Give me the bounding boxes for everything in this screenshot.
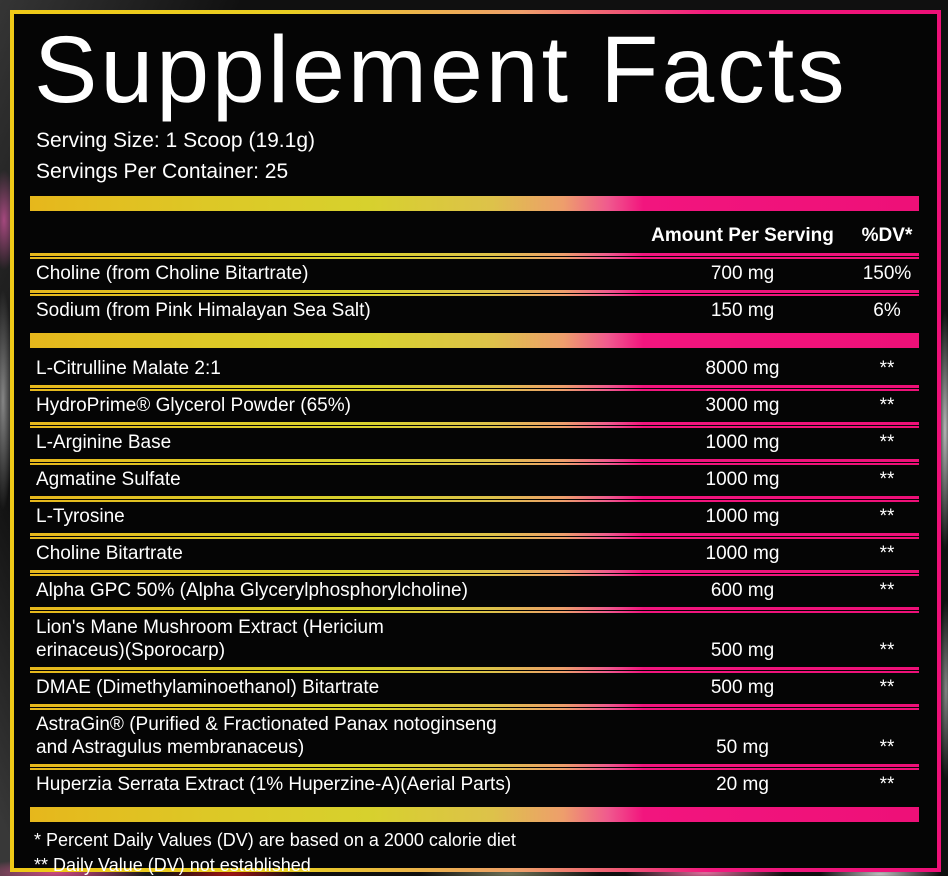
- nutrient-amount: 1000 mg: [705, 431, 780, 453]
- nutrient-amount: 600 mg: [710, 579, 775, 601]
- nutrient-row: Alpha GPC 50% (Alpha Glycerylphosphorylc…: [30, 576, 919, 607]
- nutrient-name: Alpha GPC 50% (Alpha Glycerylphosphorylc…: [36, 579, 468, 601]
- nutrient-name: Huperzia Serrata Extract (1% Huperzine-A…: [36, 773, 512, 795]
- nutrient-dv: **: [879, 468, 895, 490]
- nutrient-name: Lion's Mane Mushroom Extract (Hericium e…: [36, 616, 384, 661]
- nutrient-row: Choline (from Choline Bitartrate) 700 mg…: [30, 259, 919, 290]
- nutrient-name: Sodium (from Pink Himalayan Sea Salt): [36, 299, 371, 321]
- row-divider: [30, 495, 919, 502]
- serving-size-text: Serving Size: 1 Scoop (19.1g): [36, 128, 315, 152]
- nutrient-row: DMAE (Dimethylaminoethanol) Bitartrate 5…: [30, 673, 919, 704]
- row-divider: [30, 666, 919, 673]
- row-divider: [30, 703, 919, 710]
- nutrient-dv: **: [879, 431, 895, 453]
- nutrient-name: HydroPrime® Glycerol Powder (65%): [36, 394, 351, 416]
- nutrient-amount: 700 mg: [710, 262, 775, 284]
- nutrient-amount: 1000 mg: [705, 542, 780, 564]
- amount-column-header: Amount Per Serving: [651, 224, 834, 246]
- nutrient-dv: **: [879, 676, 895, 698]
- nutrient-amount: 3000 mg: [705, 394, 780, 416]
- dv-column-header: %DV*: [861, 224, 913, 246]
- nutrient-amount: 500 mg: [710, 676, 775, 698]
- nutrient-amount: 8000 mg: [705, 357, 780, 379]
- nutrient-row: L-Citrulline Malate 2:1 8000 mg **: [30, 354, 919, 385]
- nutrient-dv: **: [879, 736, 895, 758]
- nutrient-amount: 50 mg: [716, 736, 769, 758]
- nutrient-dv: **: [879, 542, 895, 564]
- nutrient-amount: 1000 mg: [705, 505, 780, 527]
- panel-gradient-border: Supplement Facts Serving Size: 1 Scoop (…: [10, 10, 941, 875]
- daily-value-rows-section: Choline (from Choline Bitartrate) 700 mg…: [30, 259, 919, 327]
- nutrient-row: Agmatine Sulfate 1000 mg **: [30, 465, 919, 496]
- nutrient-row: HydroPrime® Glycerol Powder (65%) 3000 m…: [30, 391, 919, 422]
- row-divider: [30, 606, 919, 613]
- row-divider: [30, 569, 919, 576]
- supplement-facts-panel: Supplement Facts Serving Size: 1 Scoop (…: [14, 14, 937, 875]
- nutrient-name: DMAE (Dimethylaminoethanol) Bitartrate: [36, 676, 380, 698]
- nutrient-name: AstraGin® (Purified & Fractionated Panax…: [36, 713, 497, 758]
- nutrient-row: L-Tyrosine 1000 mg **: [30, 502, 919, 533]
- nutrient-name: L-Citrulline Malate 2:1: [36, 357, 221, 379]
- row-divider: [30, 421, 919, 428]
- ingredient-rows-section: L-Citrulline Malate 2:1 8000 mg ** Hydro…: [30, 354, 919, 801]
- nutrient-row: Sodium (from Pink Himalayan Sea Salt) 15…: [30, 296, 919, 327]
- nutrient-row: Huperzia Serrata Extract (1% Huperzine-A…: [30, 770, 919, 801]
- nutrient-name: L-Arginine Base: [36, 431, 172, 453]
- row-divider: [30, 458, 919, 465]
- nutrient-dv: 6%: [873, 299, 901, 321]
- dv-footnote: * Percent Daily Values (DV) are based on…: [34, 829, 516, 850]
- servings-per-container-text: Servings Per Container: 25: [36, 159, 289, 183]
- nutrient-amount: 500 mg: [710, 639, 775, 661]
- row-divider: [30, 289, 919, 296]
- gradient-divider-bar-top: [30, 195, 919, 211]
- nutrient-row: Lion's Mane Mushroom Extract (Hericium e…: [30, 613, 919, 667]
- row-divider: [30, 384, 919, 391]
- nutrient-name: Choline Bitartrate: [36, 542, 183, 564]
- gradient-divider-bar-bottom: [30, 806, 919, 822]
- nutrient-dv: **: [879, 505, 895, 527]
- nutrient-name: Choline (from Choline Bitartrate): [36, 262, 309, 284]
- nutrient-amount: 1000 mg: [705, 468, 780, 490]
- row-divider: [30, 763, 919, 770]
- nutrient-row: L-Arginine Base 1000 mg **: [30, 428, 919, 459]
- nutrient-name: L-Tyrosine: [36, 505, 125, 527]
- column-header-row: Amount Per Serving %DV*: [30, 217, 919, 253]
- nutrient-dv: **: [879, 394, 895, 416]
- row-divider: [30, 532, 919, 539]
- nutrient-row: AstraGin® (Purified & Fractionated Panax…: [30, 710, 919, 764]
- footnotes-section: * Percent Daily Values (DV) are based on…: [30, 828, 919, 876]
- nutrient-dv: **: [879, 773, 895, 795]
- nutrient-row: Choline Bitartrate 1000 mg **: [30, 539, 919, 570]
- nutrient-dv: 150%: [862, 262, 912, 284]
- nutrient-dv: **: [879, 357, 895, 379]
- nutrient-dv: **: [879, 639, 895, 661]
- nutrient-dv: **: [879, 579, 895, 601]
- not-established-footnote: ** Daily Value (DV) not established: [34, 854, 311, 875]
- nutrient-name: Agmatine Sulfate: [36, 468, 181, 490]
- panel-title: Supplement Facts: [34, 17, 848, 123]
- nutrient-amount: 150 mg: [710, 299, 775, 321]
- nutrient-amount: 20 mg: [716, 773, 769, 795]
- gradient-divider-bar-middle: [30, 332, 919, 348]
- row-divider: [30, 252, 919, 259]
